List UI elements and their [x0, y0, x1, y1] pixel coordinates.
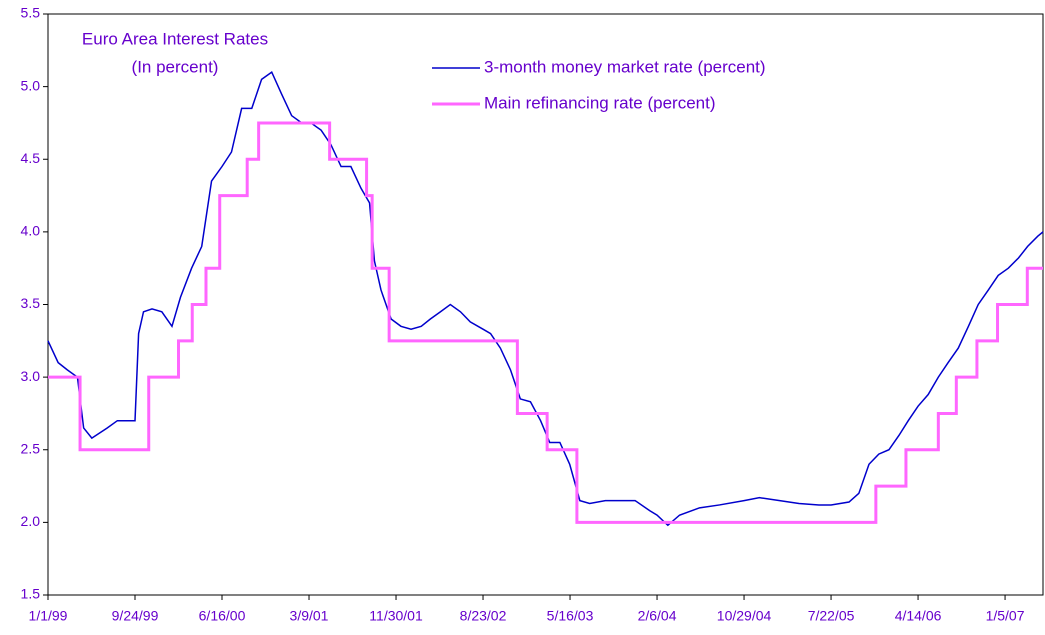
chart-title: Euro Area Interest Rates: [82, 29, 268, 48]
y-tick-label: 4.5: [21, 150, 41, 166]
x-tick-label: 3/9/01: [290, 608, 329, 624]
x-tick-label: 1/5/07: [986, 608, 1025, 624]
x-tick-label: 6/16/00: [199, 608, 246, 624]
x-tick-label: 1/1/99: [29, 608, 68, 624]
y-tick-label: 2.5: [21, 440, 41, 456]
series-line: [48, 121, 1043, 524]
legend-label: Main refinancing rate (percent): [484, 93, 716, 112]
y-tick-label: 3.0: [21, 368, 41, 384]
y-tick-label: 3.5: [21, 295, 41, 311]
series-line: [47, 70, 1044, 527]
x-tick-label: 11/30/01: [369, 608, 423, 624]
x-tick-label: 4/14/06: [895, 608, 942, 624]
x-tick-label: 5/16/03: [547, 608, 594, 624]
x-tick-label: 8/23/02: [460, 608, 507, 624]
y-tick-label: 5.5: [21, 5, 41, 21]
y-tick-label: 4.0: [21, 223, 41, 239]
x-tick-label: 7/22/05: [808, 608, 855, 624]
legend-label: 3-month money market rate (percent): [484, 57, 766, 76]
y-tick-label: 5.0: [21, 77, 41, 93]
x-tick-label: 2/6/04: [638, 608, 677, 624]
x-tick-label: 10/29/04: [717, 608, 772, 624]
chart-subtitle: (In percent): [132, 57, 219, 76]
x-tick-label: 9/24/99: [112, 608, 159, 624]
y-tick-label: 2.0: [21, 513, 41, 529]
y-tick-label: 1.5: [21, 586, 41, 602]
